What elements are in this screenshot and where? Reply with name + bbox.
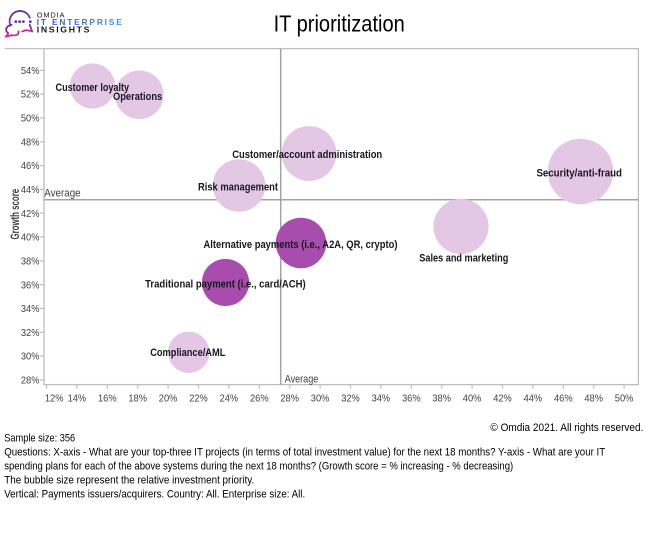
svg-text:36%: 36% bbox=[21, 280, 40, 291]
svg-text:46%: 46% bbox=[554, 394, 573, 405]
svg-text:spending plans for each of the: spending plans for each of the above sys… bbox=[4, 461, 513, 473]
svg-text:50%: 50% bbox=[21, 114, 40, 125]
svg-text:Average: Average bbox=[44, 188, 80, 200]
svg-text:28%: 28% bbox=[21, 376, 40, 387]
svg-text:Risk management: Risk management bbox=[198, 182, 278, 194]
svg-text:28%: 28% bbox=[280, 394, 299, 405]
svg-text:48%: 48% bbox=[584, 394, 603, 405]
svg-text:20%: 20% bbox=[159, 394, 178, 405]
svg-text:34%: 34% bbox=[372, 394, 391, 405]
svg-text:IT prioritization: IT prioritization bbox=[274, 11, 405, 37]
svg-text:IT ENTERPRISE: IT ENTERPRISE bbox=[37, 17, 122, 27]
svg-text:Alternative payments (i.e., A2: Alternative payments (i.e., A2A, QR, cry… bbox=[204, 239, 398, 251]
svg-text:Traditional payment (i.e., car: Traditional payment (i.e., card/ACH) bbox=[145, 278, 306, 290]
svg-text:Sales and marketing: Sales and marketing bbox=[419, 253, 508, 265]
svg-text:24%: 24% bbox=[220, 394, 239, 405]
svg-text:INSIGHTS: INSIGHTS bbox=[37, 25, 90, 35]
svg-text:46%: 46% bbox=[21, 161, 40, 172]
svg-text:54%: 54% bbox=[21, 66, 40, 77]
svg-text:48%: 48% bbox=[21, 137, 40, 148]
svg-text:The bubble size represent the: The bubble size represent the relative i… bbox=[4, 474, 254, 486]
svg-text:40%: 40% bbox=[463, 394, 482, 405]
svg-text:Operations: Operations bbox=[113, 91, 162, 103]
svg-text:36%: 36% bbox=[402, 394, 421, 405]
svg-text:OMDIA: OMDIA bbox=[37, 11, 65, 20]
svg-text:30%: 30% bbox=[21, 352, 40, 363]
svg-text:26%: 26% bbox=[250, 394, 269, 405]
svg-text:52%: 52% bbox=[21, 90, 40, 101]
svg-text:44%: 44% bbox=[524, 394, 543, 405]
svg-text:Growth score: Growth score bbox=[8, 189, 22, 240]
svg-text:38%: 38% bbox=[21, 257, 40, 268]
svg-text:Customer/account administratio: Customer/account administration bbox=[232, 149, 382, 161]
svg-text:14%: 14% bbox=[68, 394, 87, 405]
svg-text:18%: 18% bbox=[128, 394, 147, 405]
svg-text:42%: 42% bbox=[493, 394, 512, 405]
svg-text:42%: 42% bbox=[21, 209, 40, 220]
svg-text:44%: 44% bbox=[21, 185, 40, 196]
svg-text:22%: 22% bbox=[189, 394, 208, 405]
svg-text:Sample size: 356: Sample size: 356 bbox=[4, 433, 75, 445]
svg-text:12%: 12% bbox=[45, 394, 64, 405]
svg-text:16%: 16% bbox=[98, 394, 117, 405]
svg-text:Compliance/AML: Compliance/AML bbox=[150, 347, 225, 359]
svg-text:© Omdia 2021. All rights reser: © Omdia 2021. All rights reserved. bbox=[490, 422, 643, 434]
svg-text:30%: 30% bbox=[311, 394, 330, 405]
svg-text:34%: 34% bbox=[21, 304, 40, 315]
svg-text:32%: 32% bbox=[21, 328, 40, 339]
svg-text:50%: 50% bbox=[615, 394, 634, 405]
svg-text:38%: 38% bbox=[432, 394, 451, 405]
svg-text:Average: Average bbox=[285, 374, 319, 386]
svg-text:Customer loyalty: Customer loyalty bbox=[56, 82, 130, 94]
svg-text:32%: 32% bbox=[341, 394, 360, 405]
svg-text:Vertical: Payments issuers/acq: Vertical: Payments issuers/acquirers. Co… bbox=[4, 488, 305, 500]
svg-text:40%: 40% bbox=[21, 233, 40, 244]
svg-text:Questions: X-axis - What are y: Questions: X-axis - What are your top-th… bbox=[4, 447, 605, 459]
svg-text:Security/anti-fraud: Security/anti-fraud bbox=[536, 168, 622, 180]
